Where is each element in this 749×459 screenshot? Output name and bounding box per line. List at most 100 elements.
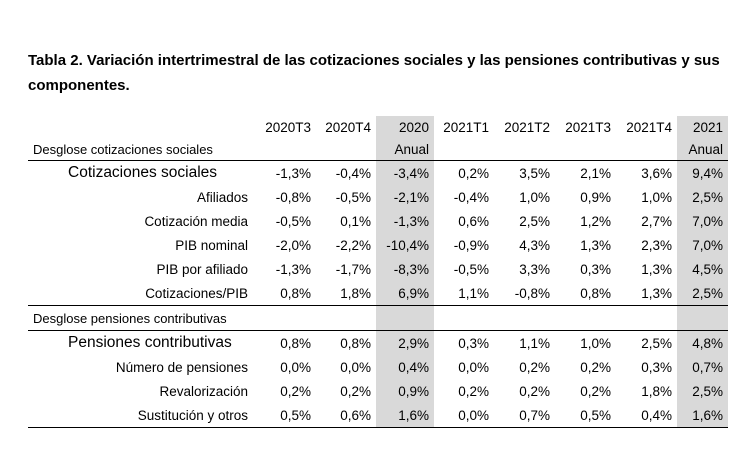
cell-value: 0,6%: [458, 213, 489, 229]
column-header: 2021T2: [504, 119, 550, 135]
cell-value: -0,4%: [453, 189, 489, 205]
cell-value: 0,0%: [434, 403, 494, 428]
cell-value: 0,0%: [458, 359, 489, 375]
cell-value: -0,5%: [335, 189, 371, 205]
cell-value: -10,4%: [376, 233, 434, 257]
cell-value: 0,0%: [340, 359, 371, 375]
cell-value: 1,0%: [641, 189, 672, 205]
cell-value: 1,0%: [580, 335, 611, 351]
cell-value: -1,7%: [335, 261, 371, 277]
column-subheader: [494, 138, 555, 161]
cell-value: 0,3%: [458, 335, 489, 351]
cell-value: 0,9%: [376, 379, 434, 403]
cell-value: 0,3%: [580, 261, 611, 277]
cell-value: 0,7%: [494, 403, 555, 428]
cell-value: 9,4%: [677, 160, 728, 185]
cell-value: 2,3%: [641, 237, 672, 253]
column-header: 2021T3: [565, 119, 611, 135]
section-header-row: Desglose pensiones contributivas: [28, 305, 728, 331]
cell-value: -0,8%: [494, 281, 555, 306]
column-subheader: [616, 138, 677, 161]
cell-value: 0,2%: [580, 383, 611, 399]
cell-value: 3,3%: [519, 261, 550, 277]
row-label: Pensiones contributivas: [68, 334, 232, 351]
column-header: 2021T1: [443, 119, 489, 135]
cell-value: 2,5%: [519, 213, 550, 229]
cell-value: 1,3%: [641, 261, 672, 277]
cell-value: -2,1%: [376, 185, 434, 209]
cell-value: 6,9%: [376, 281, 434, 306]
row-label: Revalorización: [159, 383, 248, 399]
row-label: Sustitución y otros: [28, 403, 256, 428]
table-title: Tabla 2. Variación intertrimestral de la…: [28, 52, 720, 94]
cell-value: 1,6%: [677, 403, 728, 428]
cell-value: 3,5%: [519, 165, 550, 181]
section-label: Desglose cotizaciones sociales: [28, 138, 256, 161]
cell-value: 0,5%: [256, 403, 316, 428]
column-header: 2020T3: [265, 119, 311, 135]
column-subheader: Anual: [677, 138, 728, 161]
table-row: Número de pensiones 0,0% 0,0% 0,4% 0,0% 0,2% 0…: [28, 355, 728, 379]
table-row: PIB nominal -2,0% -2,2% -10,4% -0,9% 4,3% 1,3%…: [28, 233, 728, 257]
column-subheader: [316, 138, 376, 161]
row-label: PIB nominal: [175, 237, 248, 253]
cell-value: 0,2%: [458, 383, 489, 399]
section-label: Desglose pensiones contributivas: [28, 305, 256, 331]
cell-value: 1,1%: [434, 281, 494, 306]
cell-value: 2,5%: [677, 379, 728, 403]
cell-value: 1,0%: [519, 189, 550, 205]
cell-value: 1,3%: [580, 237, 611, 253]
cell-value: 7,0%: [677, 233, 728, 257]
column-subheader: [434, 138, 494, 161]
cell-value: 1,8%: [641, 383, 672, 399]
cell-value: 2,5%: [677, 281, 728, 306]
row-label: Número de pensiones: [115, 359, 248, 375]
cell-value: -0,4%: [335, 165, 371, 181]
table-row: Sustitución y otros 0,5% 0,6% 1,6% 0,0% 0,7% 0…: [28, 403, 728, 428]
cell-value: 0,2%: [580, 359, 611, 375]
cell-value: -1,3%: [376, 209, 434, 233]
row-label: Afiliados: [196, 189, 248, 205]
column-subheader: [555, 138, 616, 161]
cell-value: 0,8%: [555, 281, 616, 306]
cell-value: 0,8%: [280, 335, 311, 351]
cell-value: 0,2%: [458, 165, 489, 181]
column-subheader: Anual: [376, 138, 434, 161]
column-subheader: [256, 138, 316, 161]
cell-value: 0,4%: [376, 355, 434, 379]
cell-value: 1,3%: [616, 281, 677, 306]
cell-value: -1,3%: [275, 261, 311, 277]
cell-value: 0,7%: [677, 355, 728, 379]
column-header: 2020T4: [325, 119, 371, 135]
cell-value: 7,0%: [677, 209, 728, 233]
cell-value: -0,5%: [275, 213, 311, 229]
cell-value: -3,4%: [376, 160, 434, 185]
data-table: 2020T3 2020T4 2020 2021T1 2021T2 2021T3 2021T4…: [28, 116, 728, 428]
cell-value: 1,6%: [376, 403, 434, 428]
row-label: Cotizaciones/PIB: [28, 281, 256, 306]
column-header: 2021: [677, 116, 728, 138]
cell-value: -0,8%: [275, 189, 311, 205]
table-row: Pensiones contributivas 0,8% 0,8% 2,9% 0,3% 1…: [28, 330, 728, 355]
table-row: Revalorización 0,2% 0,2% 0,9% 0,2% 0,2% 0,2% 1,…: [28, 379, 728, 403]
cell-value: 0,2%: [519, 383, 550, 399]
cell-value: 0,8%: [340, 335, 371, 351]
cell-value: 2,5%: [641, 335, 672, 351]
cell-value: 1,8%: [316, 281, 376, 306]
row-label: PIB por afiliado: [156, 261, 248, 277]
cell-value: 2,9%: [376, 330, 434, 355]
table-row: Cotización media -0,5% 0,1% -1,3% 0,6% 2,5% 1,…: [28, 209, 728, 233]
cell-value: -0,9%: [453, 237, 489, 253]
header-row-2: Desglose cotizaciones sociales Anual Anual: [28, 138, 728, 161]
cell-value: 0,2%: [280, 383, 311, 399]
cell-value: 0,2%: [519, 359, 550, 375]
row-label: Cotización media: [144, 213, 248, 229]
cell-value: -2,0%: [275, 237, 311, 253]
row-label: Cotizaciones sociales: [68, 164, 218, 181]
cell-value: -8,3%: [376, 257, 434, 281]
cell-value: 0,3%: [641, 359, 672, 375]
cell-value: 0,9%: [580, 189, 611, 205]
cell-value: 0,2%: [340, 383, 371, 399]
cell-value: 1,2%: [580, 213, 611, 229]
cell-value: 0,4%: [616, 403, 677, 428]
